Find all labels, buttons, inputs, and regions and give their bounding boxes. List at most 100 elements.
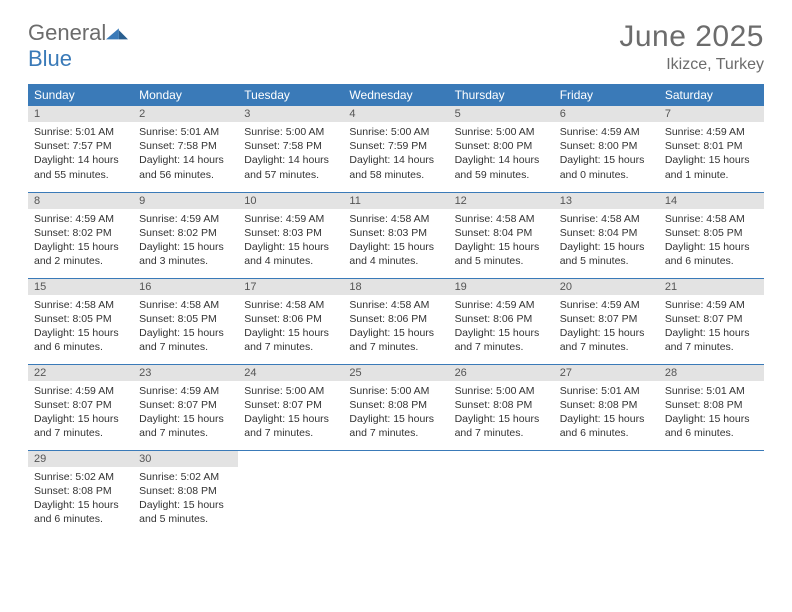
day-data: Sunrise: 4:59 AMSunset: 8:07 PMDaylight:… (28, 381, 133, 447)
day-number: 20 (554, 279, 659, 295)
calendar-cell: 1Sunrise: 5:01 AMSunset: 7:57 PMDaylight… (28, 106, 133, 192)
day-data: Sunrise: 5:00 AMSunset: 7:59 PMDaylight:… (343, 122, 448, 188)
logo-word1: General (28, 20, 106, 45)
day-number: 21 (659, 279, 764, 295)
day-data: Sunrise: 4:59 AMSunset: 8:00 PMDaylight:… (554, 122, 659, 188)
calendar-cell: 8Sunrise: 4:59 AMSunset: 8:02 PMDaylight… (28, 192, 133, 278)
calendar-cell: 2Sunrise: 5:01 AMSunset: 7:58 PMDaylight… (133, 106, 238, 192)
calendar-cell (659, 450, 764, 536)
day-data: Sunrise: 5:00 AMSunset: 7:58 PMDaylight:… (238, 122, 343, 188)
weekday-header: Sunday (28, 84, 133, 106)
day-number: 8 (28, 193, 133, 209)
day-data: Sunrise: 4:59 AMSunset: 8:07 PMDaylight:… (554, 295, 659, 361)
day-number: 22 (28, 365, 133, 381)
weekday-header: Thursday (449, 84, 554, 106)
calendar-week-row: 15Sunrise: 4:58 AMSunset: 8:05 PMDayligh… (28, 278, 764, 364)
day-number: 18 (343, 279, 448, 295)
calendar-cell: 28Sunrise: 5:01 AMSunset: 8:08 PMDayligh… (659, 364, 764, 450)
logo-word2: Blue (28, 46, 72, 71)
calendar-cell (238, 450, 343, 536)
calendar-cell: 26Sunrise: 5:00 AMSunset: 8:08 PMDayligh… (449, 364, 554, 450)
day-data: Sunrise: 5:02 AMSunset: 8:08 PMDaylight:… (133, 467, 238, 533)
day-number: 19 (449, 279, 554, 295)
calendar-week-row: 8Sunrise: 4:59 AMSunset: 8:02 PMDaylight… (28, 192, 764, 278)
weekday-header-row: SundayMondayTuesdayWednesdayThursdayFrid… (28, 84, 764, 106)
day-data: Sunrise: 5:01 AMSunset: 7:58 PMDaylight:… (133, 122, 238, 188)
weekday-header: Monday (133, 84, 238, 106)
calendar-cell: 27Sunrise: 5:01 AMSunset: 8:08 PMDayligh… (554, 364, 659, 450)
day-number: 17 (238, 279, 343, 295)
day-number: 4 (343, 106, 448, 122)
calendar-cell: 24Sunrise: 5:00 AMSunset: 8:07 PMDayligh… (238, 364, 343, 450)
day-data: Sunrise: 4:58 AMSunset: 8:05 PMDaylight:… (659, 209, 764, 275)
day-data: Sunrise: 4:58 AMSunset: 8:04 PMDaylight:… (449, 209, 554, 275)
day-data: Sunrise: 4:59 AMSunset: 8:07 PMDaylight:… (133, 381, 238, 447)
day-number: 9 (133, 193, 238, 209)
calendar-cell: 7Sunrise: 4:59 AMSunset: 8:01 PMDaylight… (659, 106, 764, 192)
day-number: 12 (449, 193, 554, 209)
day-data: Sunrise: 4:58 AMSunset: 8:06 PMDaylight:… (238, 295, 343, 361)
day-data: Sunrise: 4:59 AMSunset: 8:01 PMDaylight:… (659, 122, 764, 188)
day-data: Sunrise: 4:59 AMSunset: 8:07 PMDaylight:… (659, 295, 764, 361)
calendar-cell: 22Sunrise: 4:59 AMSunset: 8:07 PMDayligh… (28, 364, 133, 450)
calendar-cell: 23Sunrise: 4:59 AMSunset: 8:07 PMDayligh… (133, 364, 238, 450)
day-number: 13 (554, 193, 659, 209)
logo-text: General Blue (28, 20, 128, 72)
calendar-cell: 20Sunrise: 4:59 AMSunset: 8:07 PMDayligh… (554, 278, 659, 364)
day-data: Sunrise: 4:59 AMSunset: 8:06 PMDaylight:… (449, 295, 554, 361)
day-data: Sunrise: 5:02 AMSunset: 8:08 PMDaylight:… (28, 467, 133, 533)
day-data: Sunrise: 4:59 AMSunset: 8:02 PMDaylight:… (28, 209, 133, 275)
day-number: 28 (659, 365, 764, 381)
day-number: 10 (238, 193, 343, 209)
calendar-week-row: 1Sunrise: 5:01 AMSunset: 7:57 PMDaylight… (28, 106, 764, 192)
day-data: Sunrise: 4:59 AMSunset: 8:02 PMDaylight:… (133, 209, 238, 275)
calendar-cell (343, 450, 448, 536)
day-number: 14 (659, 193, 764, 209)
day-number: 2 (133, 106, 238, 122)
day-number: 30 (133, 451, 238, 467)
day-number: 3 (238, 106, 343, 122)
day-data: Sunrise: 4:59 AMSunset: 8:03 PMDaylight:… (238, 209, 343, 275)
header: General Blue June 2025 Ikizce, Turkey (28, 20, 764, 74)
calendar-cell: 12Sunrise: 4:58 AMSunset: 8:04 PMDayligh… (449, 192, 554, 278)
day-data: Sunrise: 4:58 AMSunset: 8:03 PMDaylight:… (343, 209, 448, 275)
calendar-cell (449, 450, 554, 536)
day-number: 26 (449, 365, 554, 381)
day-number: 11 (343, 193, 448, 209)
day-data: Sunrise: 4:58 AMSunset: 8:05 PMDaylight:… (133, 295, 238, 361)
day-data: Sunrise: 5:01 AMSunset: 8:08 PMDaylight:… (659, 381, 764, 447)
day-number: 7 (659, 106, 764, 122)
calendar-cell: 19Sunrise: 4:59 AMSunset: 8:06 PMDayligh… (449, 278, 554, 364)
weekday-header: Tuesday (238, 84, 343, 106)
day-data: Sunrise: 4:58 AMSunset: 8:04 PMDaylight:… (554, 209, 659, 275)
month-title: June 2025 (619, 20, 764, 54)
calendar-cell: 14Sunrise: 4:58 AMSunset: 8:05 PMDayligh… (659, 192, 764, 278)
day-number: 29 (28, 451, 133, 467)
calendar-cell: 21Sunrise: 4:59 AMSunset: 8:07 PMDayligh… (659, 278, 764, 364)
calendar-cell: 17Sunrise: 4:58 AMSunset: 8:06 PMDayligh… (238, 278, 343, 364)
calendar-cell: 10Sunrise: 4:59 AMSunset: 8:03 PMDayligh… (238, 192, 343, 278)
calendar-cell: 6Sunrise: 4:59 AMSunset: 8:00 PMDaylight… (554, 106, 659, 192)
day-number: 24 (238, 365, 343, 381)
location: Ikizce, Turkey (619, 56, 764, 74)
calendar-cell: 4Sunrise: 5:00 AMSunset: 7:59 PMDaylight… (343, 106, 448, 192)
calendar-week-row: 29Sunrise: 5:02 AMSunset: 8:08 PMDayligh… (28, 450, 764, 536)
calendar-cell: 15Sunrise: 4:58 AMSunset: 8:05 PMDayligh… (28, 278, 133, 364)
day-data: Sunrise: 4:58 AMSunset: 8:05 PMDaylight:… (28, 295, 133, 361)
weekday-header: Wednesday (343, 84, 448, 106)
day-number: 5 (449, 106, 554, 122)
calendar-cell: 18Sunrise: 4:58 AMSunset: 8:06 PMDayligh… (343, 278, 448, 364)
day-data: Sunrise: 5:00 AMSunset: 8:00 PMDaylight:… (449, 122, 554, 188)
calendar-cell: 30Sunrise: 5:02 AMSunset: 8:08 PMDayligh… (133, 450, 238, 536)
day-data: Sunrise: 5:00 AMSunset: 8:07 PMDaylight:… (238, 381, 343, 447)
day-number: 15 (28, 279, 133, 295)
day-data: Sunrise: 5:01 AMSunset: 7:57 PMDaylight:… (28, 122, 133, 188)
day-data: Sunrise: 5:01 AMSunset: 8:08 PMDaylight:… (554, 381, 659, 447)
calendar-cell: 29Sunrise: 5:02 AMSunset: 8:08 PMDayligh… (28, 450, 133, 536)
logo-icon (106, 27, 128, 44)
weekday-header: Saturday (659, 84, 764, 106)
day-data: Sunrise: 5:00 AMSunset: 8:08 PMDaylight:… (343, 381, 448, 447)
title-block: June 2025 Ikizce, Turkey (619, 20, 764, 74)
day-number: 16 (133, 279, 238, 295)
calendar-cell: 16Sunrise: 4:58 AMSunset: 8:05 PMDayligh… (133, 278, 238, 364)
